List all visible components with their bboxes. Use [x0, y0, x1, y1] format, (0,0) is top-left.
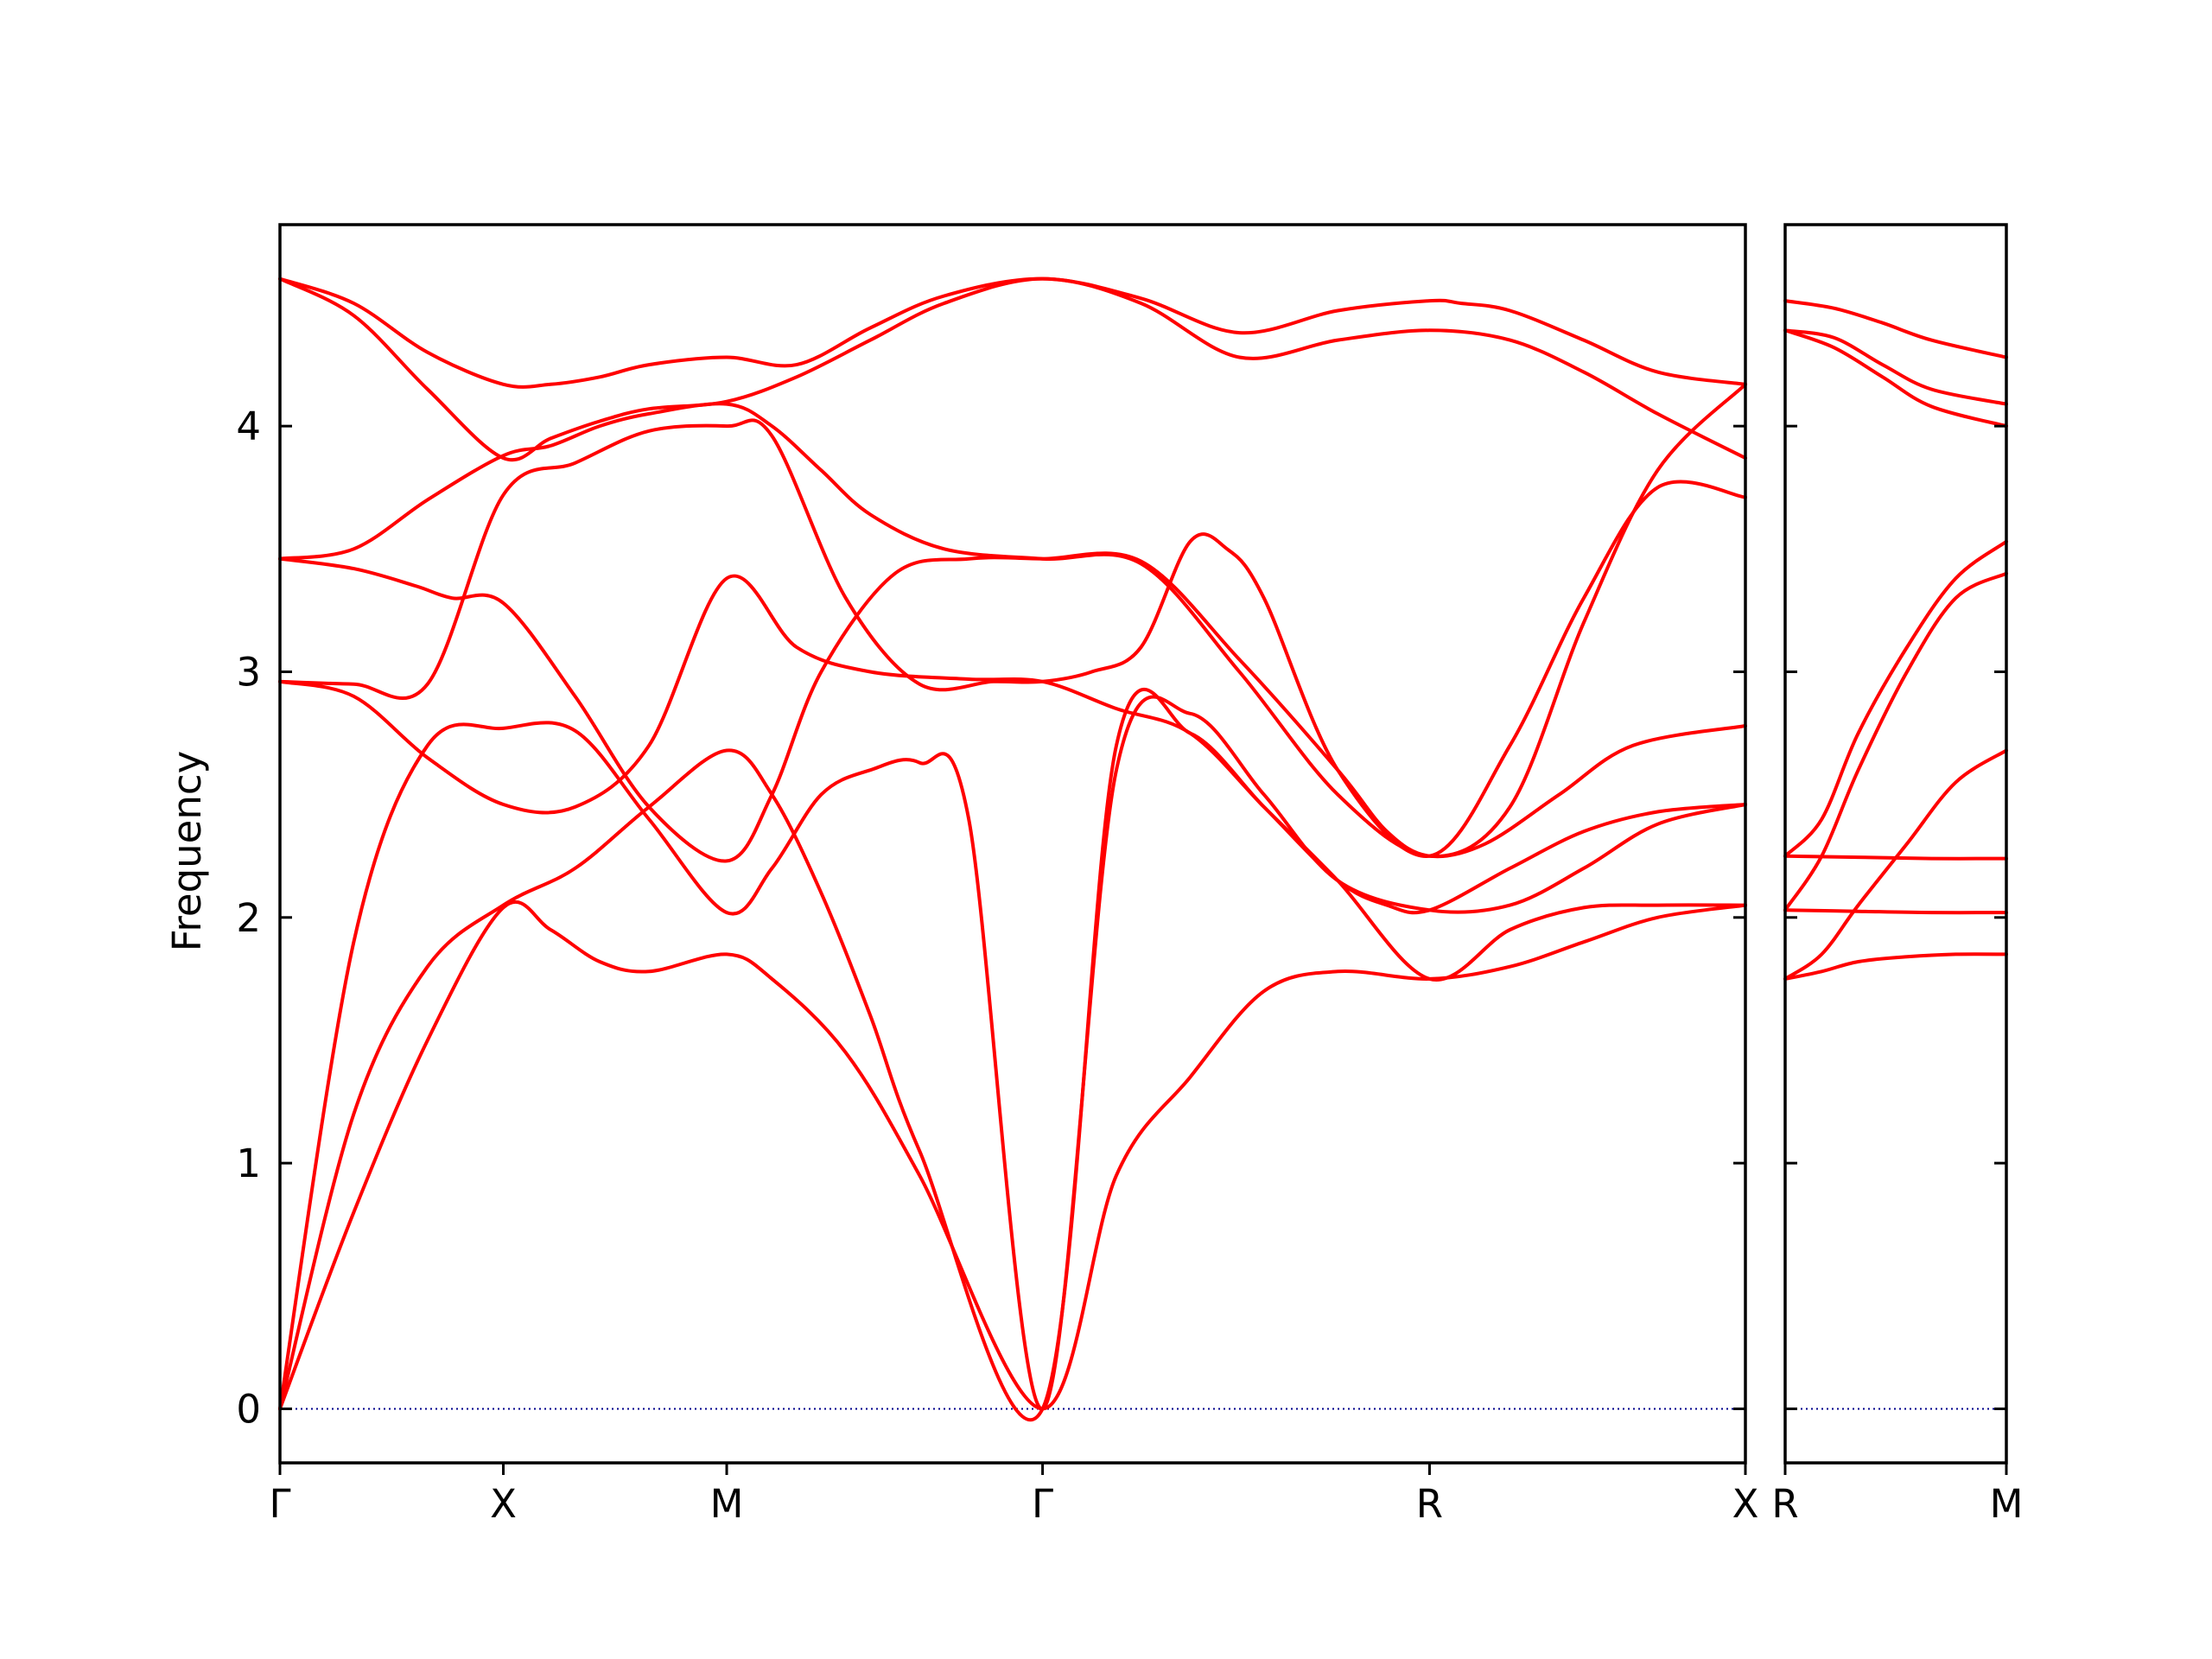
- band-4-line: [278, 551, 1747, 863]
- plot-frame: [278, 223, 1747, 1465]
- y-tick-label: 1: [236, 1141, 261, 1186]
- x-tick-label: R: [1416, 1481, 1443, 1527]
- band-4-line: [1783, 539, 2008, 858]
- band-2-line: [278, 276, 1747, 462]
- band-7-line: [1783, 908, 2008, 915]
- band-8-line: [278, 688, 1747, 1421]
- x-tick-label: X: [1732, 1481, 1759, 1527]
- band-panel-main: 0 1 2 3 4 Γ X M Γ R X: [236, 223, 1759, 1527]
- x-tick-label: X: [490, 1481, 517, 1527]
- y-tick-label: 0: [236, 1386, 261, 1432]
- band-3-line: [278, 382, 1747, 858]
- band-2-line: [1783, 328, 2008, 406]
- y-tick-label: 2: [236, 895, 261, 941]
- band-5-line: [278, 418, 1747, 858]
- band-1-line: [1783, 299, 2008, 359]
- plot-frame: [1783, 223, 2008, 1465]
- x-tick-label: Γ: [269, 1481, 290, 1527]
- band-7-line: [278, 695, 1747, 1411]
- band-9-line: [278, 899, 1747, 1411]
- y-axis-label: Frequency: [164, 751, 210, 951]
- x-tick-label: M: [710, 1481, 744, 1527]
- x-tick-label: R: [1771, 1481, 1798, 1527]
- y-tick-label: 3: [236, 649, 261, 695]
- band-6-line: [278, 574, 1747, 915]
- x-tick-label: M: [1990, 1481, 2024, 1527]
- band-3-line: [1783, 328, 2008, 429]
- band-1-line: [278, 276, 1747, 389]
- x-tick-label: Γ: [1032, 1481, 1053, 1527]
- band-9-line: [1783, 952, 2008, 981]
- band-8-line: [1783, 748, 2008, 981]
- y-tick-label: 4: [236, 404, 261, 449]
